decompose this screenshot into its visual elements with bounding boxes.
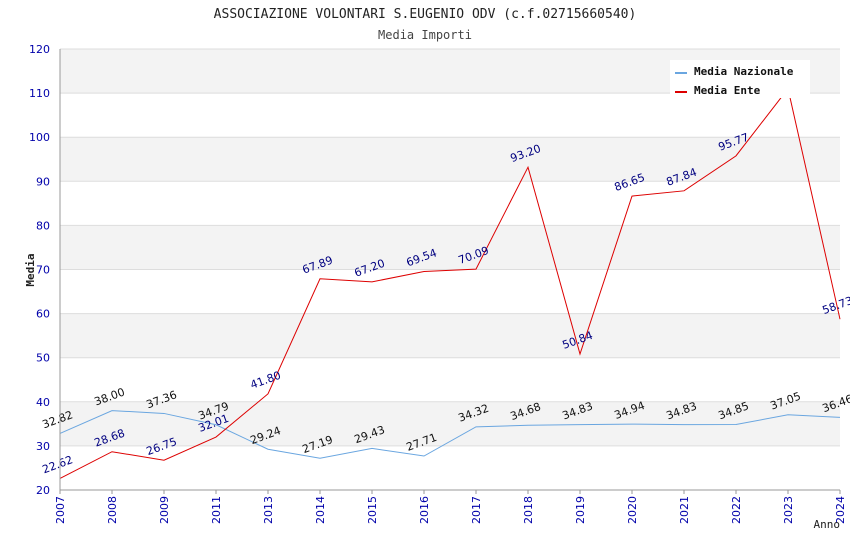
y-tick-label: 70 [36, 264, 50, 277]
x-axis-ticks: 2007 2008 2009 2011 2013 2014 2015 2016 2017 2018… [54, 490, 847, 524]
plot-background [60, 49, 840, 490]
y-tick-label: 50 [36, 352, 50, 365]
x-tick-label: 2018 [522, 496, 535, 524]
grid-band [60, 93, 840, 138]
y-axis-ticks: 20 30 40 50 60 70 80 90 100 110 120 [29, 43, 50, 497]
y-tick-label: 40 [36, 396, 50, 409]
legend-box [670, 60, 810, 98]
x-tick-label: 2023 [782, 496, 795, 524]
y-tick-label: 30 [36, 440, 50, 453]
x-tick-label: 2017 [470, 496, 483, 524]
x-tick-label: 2019 [574, 496, 587, 524]
series-line-media-nazionale [59, 410, 841, 459]
y-tick-label: 110 [29, 87, 50, 100]
x-tick-label: 2015 [366, 496, 379, 524]
x-tick-label: 2022 [730, 496, 743, 524]
y-tick-label: 80 [36, 219, 50, 232]
x-tick-label: 2008 [106, 496, 119, 524]
grid-band [60, 137, 840, 182]
chart-subtitle: Media Importi [378, 28, 472, 42]
y-tick-label: 60 [36, 308, 50, 321]
legend-label-media-ente: Media Ente [694, 84, 761, 97]
series-lines [59, 87, 841, 479]
x-tick-label: 2016 [418, 496, 431, 524]
grid-band [60, 445, 840, 490]
x-tick-label: 2011 [210, 496, 223, 524]
grid-band [60, 401, 840, 446]
x-tick-label: 2009 [158, 496, 171, 524]
y-tick-label: 90 [36, 175, 50, 188]
y-axis-label: Media [24, 253, 37, 286]
x-tick-label: 2020 [626, 496, 639, 524]
grid-band [60, 181, 840, 226]
x-tick-label: 2014 [314, 496, 327, 524]
x-tick-label: 2021 [678, 496, 691, 524]
grid-band [60, 357, 840, 402]
grid-band [60, 313, 840, 358]
y-tick-label: 100 [29, 131, 50, 144]
x-tick-label: 2013 [262, 496, 275, 524]
grid-band [60, 225, 840, 270]
y-tick-label: 20 [36, 484, 50, 497]
x-axis-label: Anno [814, 518, 841, 531]
series-line-media-ente [59, 87, 841, 479]
legend: Media Nazionale Media Ente [670, 60, 810, 98]
chart-title: ASSOCIAZIONE VOLONTARI S.EUGENIO ODV (c.… [214, 7, 637, 22]
legend-label-media-nazionale: Media Nazionale [694, 65, 794, 78]
y-tick-label: 120 [29, 43, 50, 56]
x-tick-label: 2007 [54, 496, 67, 524]
grid-band [60, 269, 840, 314]
x-tick-label: 2024 [834, 496, 847, 524]
